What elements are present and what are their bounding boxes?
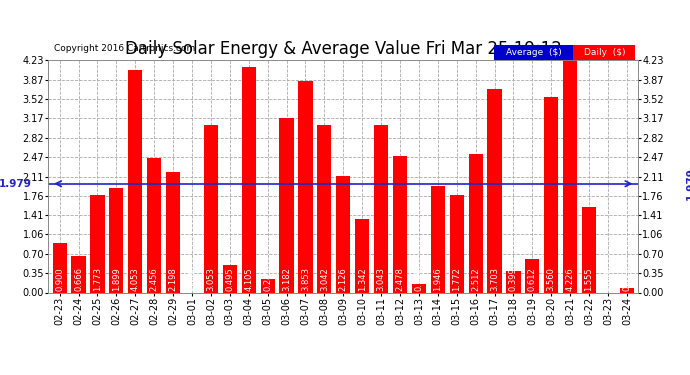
Bar [52, 243, 67, 292]
Text: 4.105: 4.105 [244, 268, 253, 291]
Title: Daily Solar Energy & Average Value Fri Mar 25 19:12: Daily Solar Energy & Average Value Fri M… [125, 40, 562, 58]
FancyBboxPatch shape [494, 45, 573, 60]
Text: 2.478: 2.478 [395, 267, 404, 291]
Text: 1.979: 1.979 [0, 179, 31, 189]
Text: 4.226: 4.226 [566, 268, 575, 291]
Bar [525, 259, 540, 292]
Bar [393, 156, 407, 292]
FancyBboxPatch shape [573, 45, 635, 60]
Bar [72, 256, 86, 292]
Text: 3.703: 3.703 [490, 267, 499, 291]
Text: Average  ($): Average ($) [506, 48, 562, 57]
Text: 1.342: 1.342 [357, 268, 366, 291]
Text: 3.042: 3.042 [320, 268, 329, 291]
Bar [374, 125, 388, 292]
Bar [469, 154, 483, 292]
Bar [450, 195, 464, 292]
Text: 0.612: 0.612 [528, 268, 537, 291]
Text: 0.495: 0.495 [226, 268, 235, 291]
Text: 3.853: 3.853 [301, 267, 310, 291]
Bar [487, 89, 502, 292]
Text: 1.899: 1.899 [112, 268, 121, 291]
Text: 0.245: 0.245 [263, 268, 272, 291]
Text: 0.000: 0.000 [604, 268, 613, 291]
Bar [412, 285, 426, 292]
Bar [109, 188, 124, 292]
Bar [166, 172, 180, 292]
Bar [204, 125, 218, 292]
Bar [620, 288, 634, 292]
Bar [261, 279, 275, 292]
Text: 3.043: 3.043 [377, 267, 386, 291]
Text: 2.198: 2.198 [168, 268, 177, 291]
Bar [90, 195, 105, 292]
Bar [336, 176, 351, 292]
Text: 2.512: 2.512 [471, 268, 480, 291]
Bar [128, 70, 142, 292]
Text: 1.772: 1.772 [452, 267, 461, 291]
Text: 3.560: 3.560 [546, 267, 555, 291]
Text: 0.000: 0.000 [188, 268, 197, 291]
Text: 2.456: 2.456 [150, 268, 159, 291]
Bar [355, 219, 369, 292]
Bar [506, 271, 520, 292]
Bar [147, 158, 161, 292]
Text: 0.666: 0.666 [74, 267, 83, 291]
Text: 4.053: 4.053 [131, 268, 140, 291]
Text: 3.182: 3.182 [282, 267, 291, 291]
Bar [544, 97, 558, 292]
Text: 0.073: 0.073 [622, 267, 631, 291]
Text: 3.053: 3.053 [206, 267, 215, 291]
Text: 0.900: 0.900 [55, 268, 64, 291]
Text: Copyright 2016 Cartronics.com: Copyright 2016 Cartronics.com [55, 44, 195, 53]
Bar [241, 67, 256, 292]
Text: 2.126: 2.126 [339, 268, 348, 291]
Text: 1.555: 1.555 [584, 268, 593, 291]
Bar [279, 118, 294, 292]
Bar [582, 207, 596, 292]
Text: 1.773: 1.773 [93, 267, 102, 291]
Bar [431, 186, 445, 292]
Text: 1.979: 1.979 [685, 167, 690, 200]
Bar [563, 60, 578, 292]
Text: 1.946: 1.946 [433, 268, 442, 291]
Bar [317, 125, 331, 292]
Bar [298, 81, 313, 292]
Text: Daily  ($): Daily ($) [584, 48, 625, 57]
Text: 0.146: 0.146 [415, 268, 424, 291]
Text: 0.399: 0.399 [509, 268, 518, 291]
Bar [223, 265, 237, 292]
